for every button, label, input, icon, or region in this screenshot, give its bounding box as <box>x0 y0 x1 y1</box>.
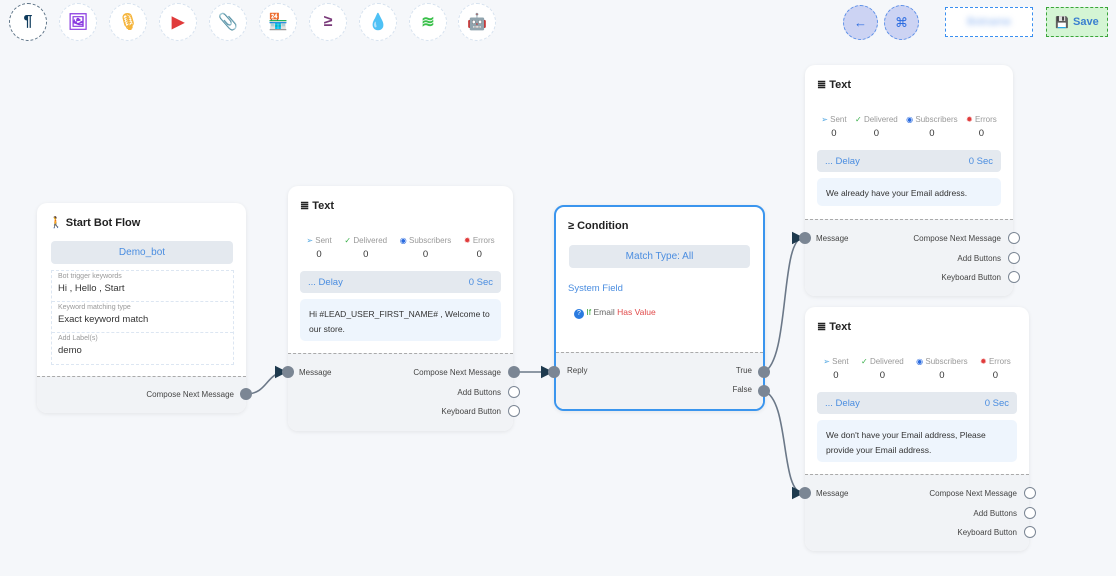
bot-name-field[interactable]: Botname <box>945 7 1033 37</box>
start-fields: Bot trigger keywords Hi , Hello , Start K… <box>51 270 234 365</box>
floppy-icon: 💾 <box>1055 16 1069 29</box>
condition-node[interactable]: ≥ Condition Match Type: All System Field… <box>554 205 765 411</box>
text-lines-icon: ≣ <box>817 79 827 91</box>
match-type-pill: Match Type: All <box>569 245 750 268</box>
start-output-port[interactable] <box>240 388 252 400</box>
subscribers-icon: ◉ <box>399 236 407 245</box>
stat-subscribers: ◉ Subscribers 0 <box>399 236 452 260</box>
save-button[interactable]: 💾 Save <box>1046 7 1108 37</box>
wire-true-to-text <box>763 231 805 373</box>
stat-sent: ➢ Sent 0 <box>306 236 332 260</box>
stat-sent: ➢ Sent 0 <box>823 357 849 381</box>
text-input-port[interactable] <box>799 232 811 244</box>
store-icon: 🏪 <box>268 14 288 31</box>
delivered-icon: ✓ <box>344 236 352 245</box>
toolbar-paperclip-button[interactable]: 📎 <box>209 3 247 41</box>
text-lines-icon: ≣ <box>300 200 310 212</box>
sent-icon: ➢ <box>306 236 314 245</box>
toolbar-greater-equal-button[interactable]: ≥ <box>309 3 347 41</box>
stat-subscribers: ◉ Subscribers 0 <box>906 115 958 139</box>
wire-start-to-text <box>245 365 288 395</box>
errors-icon: ✹ <box>463 236 471 245</box>
compose-next-port[interactable] <box>508 366 520 378</box>
text-node[interactable]: ≣ Text ➢ Sent 0 ✓ Delivered 0 ◉ Subscribers 0… <box>805 65 1013 296</box>
stat-errors: ✹ Errors 0 <box>980 357 1011 381</box>
delay-bar[interactable]: ... Delay 0 Sec <box>817 392 1017 414</box>
subscribers-icon: ◉ <box>916 357 924 366</box>
keyboard-button-port[interactable] <box>1024 526 1036 538</box>
stat-sent: ➢ Sent 0 <box>821 115 847 139</box>
stat-delivered: ✓ Delivered 0 <box>861 357 904 381</box>
compose-next-label: Compose Next Message <box>146 390 234 399</box>
microphone-icon: 🎙 <box>117 14 139 31</box>
toolbar-stack-button[interactable]: ≋ <box>409 3 447 41</box>
stat-errors: ✹ Errors 0 <box>463 236 495 260</box>
drop-icon: 💧 <box>368 14 388 31</box>
errors-icon: ✹ <box>966 115 973 124</box>
text-node[interactable]: ≣ Text ➢ Sent 0 ✓ Delivered 0 ◉ Subscribers 0… <box>805 307 1029 551</box>
keyboard-button-port[interactable] <box>1008 271 1020 283</box>
add-buttons-port[interactable] <box>508 386 520 398</box>
stat-errors: ✹ Errors 0 <box>966 115 997 139</box>
toolbar-drop-button[interactable]: 💧 <box>359 3 397 41</box>
walking-icon: 🚶 <box>49 217 63 229</box>
stack-icon: ≋ <box>421 14 435 31</box>
image-icon: 🖼 <box>67 14 89 31</box>
bot-name-pill: Demo_bot <box>51 241 233 264</box>
toolbar-microphone-button[interactable]: 🎙 <box>109 3 147 41</box>
robot-icon: 🤖 <box>467 14 487 31</box>
sent-icon: ➢ <box>821 115 828 124</box>
toolbar-youtube-button[interactable]: ▶ <box>159 3 197 41</box>
delay-bar[interactable]: ... Delay 0 Sec <box>300 271 501 293</box>
condition-false-port[interactable] <box>758 385 770 397</box>
wire-false-to-text <box>763 390 805 500</box>
compose-next-port[interactable] <box>1024 487 1036 499</box>
question-icon: ? <box>574 309 584 319</box>
condition-true-port[interactable] <box>758 366 770 378</box>
message-preview: We don't have your Email address, Please… <box>817 420 1017 462</box>
keyboard-button-port[interactable] <box>508 405 520 417</box>
message-preview: We already have your Email address. <box>817 178 1001 206</box>
add-buttons-port[interactable] <box>1008 252 1020 264</box>
paperclip-icon: 📎 <box>218 14 238 31</box>
add-buttons-port[interactable] <box>1024 507 1036 519</box>
message-preview: Hi #LEAD_USER_FIRST_NAME# , Welcome to o… <box>300 299 501 341</box>
delivered-icon: ✓ <box>861 357 868 366</box>
youtube-icon: ▶ <box>171 14 185 31</box>
subscribers-icon: ◉ <box>906 115 914 124</box>
delivered-icon: ✓ <box>855 115 862 124</box>
toolbar-paragraph-button[interactable]: ¶ <box>9 3 47 41</box>
fit-icon: ⌘ <box>895 14 908 30</box>
toolbar-image-button[interactable]: 🖼 <box>59 3 97 41</box>
greater-equal-icon: ≥ <box>568 220 575 232</box>
compose-next-port[interactable] <box>1008 232 1020 244</box>
arrow-left-icon: ← <box>854 15 867 30</box>
stat-delivered: ✓ Delivered 0 <box>855 115 898 139</box>
text-lines-icon: ≣ <box>817 321 827 333</box>
errors-icon: ✹ <box>980 357 987 366</box>
sent-icon: ➢ <box>823 357 830 366</box>
stat-delivered: ✓ Delivered 0 <box>344 236 388 260</box>
delay-bar[interactable]: ... Delay 0 Sec <box>817 150 1001 172</box>
greater-equal-icon: ≥ <box>323 13 333 30</box>
back-button[interactable]: ← <box>843 5 878 40</box>
start-bot-flow-node[interactable]: 🚶 Start Bot Flow Demo_bot Bot trigger ke… <box>37 203 246 413</box>
node-title: Start Bot Flow <box>65 217 141 229</box>
paragraph-icon: ¶ <box>23 13 33 30</box>
toolbar-robot-button[interactable]: 🤖 <box>458 3 496 41</box>
condition-input-port[interactable] <box>548 366 560 378</box>
text-node[interactable]: ≣ Text ➢ Sent 0 ✓ Delivered 0 ◉ Subscribers 0… <box>288 186 513 431</box>
toolbar-store-button[interactable]: 🏪 <box>259 3 297 41</box>
fit-view-button[interactable]: ⌘ <box>884 5 919 40</box>
stat-subscribers: ◉ Subscribers 0 <box>916 357 968 381</box>
text-input-port[interactable] <box>282 366 294 378</box>
text-input-port[interactable] <box>799 487 811 499</box>
